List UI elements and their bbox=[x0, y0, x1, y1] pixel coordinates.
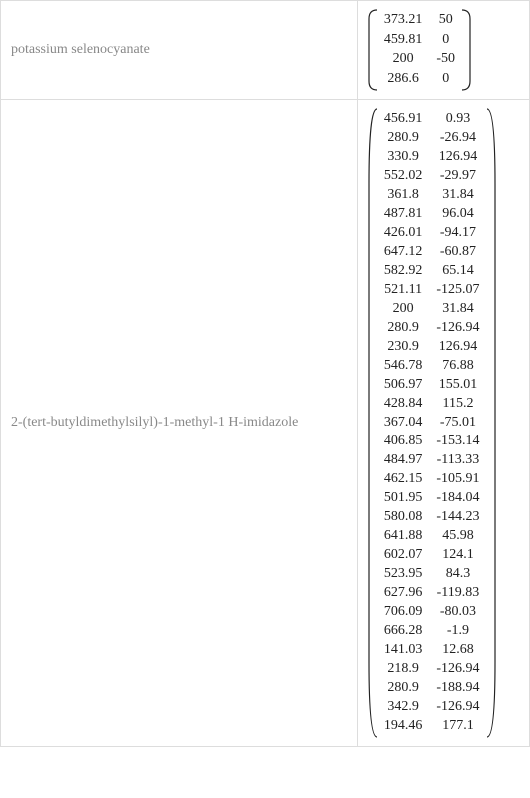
matrix-value: -105.91 bbox=[436, 470, 479, 489]
matrix-value: 126.94 bbox=[436, 148, 479, 167]
matrix-value: 115.2 bbox=[436, 395, 479, 414]
matrix-value: -125.07 bbox=[436, 281, 479, 300]
matrix-value: 84.3 bbox=[436, 565, 479, 584]
matrix-value: -126.94 bbox=[436, 660, 479, 679]
matrix-value: 506.97 bbox=[384, 376, 423, 395]
matrix-value: 426.01 bbox=[384, 224, 423, 243]
row-label: potassium selenocyanate bbox=[1, 1, 358, 100]
matrix-value: 373.21 bbox=[384, 11, 423, 31]
matrix-value: 45.98 bbox=[436, 527, 479, 546]
matrix-value: -184.04 bbox=[436, 489, 479, 508]
matrix-value: -1.9 bbox=[436, 622, 479, 641]
matrix-value: -29.97 bbox=[436, 167, 479, 186]
matrix: 373.21 50 459.81 0 200 -50 286.6 0 bbox=[368, 9, 519, 91]
matrix-value: -126.94 bbox=[436, 698, 479, 717]
matrix-value: 96.04 bbox=[436, 205, 479, 224]
matrix-value: 155.01 bbox=[436, 376, 479, 395]
matrix-value: 200 bbox=[384, 50, 423, 70]
matrix-value: 484.97 bbox=[384, 451, 423, 470]
matrix-value: -119.83 bbox=[436, 584, 479, 603]
matrix-value: 459.81 bbox=[384, 31, 423, 51]
matrix-value: -60.87 bbox=[436, 243, 479, 262]
matrix-value: 580.08 bbox=[384, 508, 423, 527]
matrix-value: -126.94 bbox=[436, 319, 479, 338]
matrix-value: 31.84 bbox=[436, 186, 479, 205]
matrix-value: -94.17 bbox=[436, 224, 479, 243]
matrix-value: 706.09 bbox=[384, 603, 423, 622]
matrix-value: 647.12 bbox=[384, 243, 423, 262]
table-row: potassium selenocyanate 373.21 50 459.81 0 20… bbox=[1, 1, 530, 100]
left-paren-icon bbox=[368, 9, 378, 91]
left-paren-icon bbox=[368, 108, 378, 738]
matrix-value: 0.93 bbox=[436, 110, 479, 129]
matrix-value: 141.03 bbox=[384, 641, 423, 660]
matrix-value: 627.96 bbox=[384, 584, 423, 603]
matrix-value: 124.1 bbox=[436, 546, 479, 565]
matrix-value: 582.92 bbox=[384, 262, 423, 281]
matrix-value: -188.94 bbox=[436, 679, 479, 698]
matrix-value: 602.07 bbox=[384, 546, 423, 565]
matrix-value: 177.1 bbox=[436, 717, 479, 736]
matrix: 456.91 0.93 280.9 -26.94 330.9 126.94 552.02 -2… bbox=[368, 108, 519, 738]
matrix-value: -80.03 bbox=[436, 603, 479, 622]
matrix-value: 521.11 bbox=[384, 281, 423, 300]
matrix-value: 546.78 bbox=[384, 357, 423, 376]
matrix-value: 50 bbox=[436, 11, 455, 31]
matrix-value: 462.15 bbox=[384, 470, 423, 489]
matrix-value: 0 bbox=[436, 70, 455, 90]
matrix-value: 31.84 bbox=[436, 300, 479, 319]
matrix-value: -153.14 bbox=[436, 432, 479, 451]
matrix-value: 367.04 bbox=[384, 414, 423, 433]
right-paren-icon bbox=[486, 108, 496, 738]
matrix-value: 501.95 bbox=[384, 489, 423, 508]
matrix-grid: 456.91 0.93 280.9 -26.94 330.9 126.94 552.02 -2… bbox=[378, 108, 486, 738]
matrix-value: 12.68 bbox=[436, 641, 479, 660]
data-table: potassium selenocyanate 373.21 50 459.81 0 20… bbox=[0, 0, 530, 747]
matrix-value: -50 bbox=[436, 50, 455, 70]
matrix-value: 552.02 bbox=[384, 167, 423, 186]
matrix-value: 126.94 bbox=[436, 338, 479, 357]
matrix-value: 330.9 bbox=[384, 148, 423, 167]
matrix-grid: 373.21 50 459.81 0 200 -50 286.6 0 bbox=[378, 9, 461, 91]
matrix-value: 523.95 bbox=[384, 565, 423, 584]
matrix-value: -144.23 bbox=[436, 508, 479, 527]
matrix-value: 280.9 bbox=[384, 679, 423, 698]
matrix-value: 406.85 bbox=[384, 432, 423, 451]
table-row: 2-(tert-butyldimethylsilyl)-1-methyl-1 H… bbox=[1, 100, 530, 747]
matrix-value: 666.28 bbox=[384, 622, 423, 641]
matrix-value: -26.94 bbox=[436, 129, 479, 148]
matrix-value: 280.9 bbox=[384, 319, 423, 338]
matrix-value: 641.88 bbox=[384, 527, 423, 546]
table-body: potassium selenocyanate 373.21 50 459.81 0 20… bbox=[1, 1, 530, 747]
matrix-value: 361.8 bbox=[384, 186, 423, 205]
matrix-value: 487.81 bbox=[384, 205, 423, 224]
matrix-value: -113.33 bbox=[436, 451, 479, 470]
matrix-cell: 456.91 0.93 280.9 -26.94 330.9 126.94 552.02 -2… bbox=[357, 100, 529, 747]
matrix-value: 428.84 bbox=[384, 395, 423, 414]
right-paren-icon bbox=[461, 9, 471, 91]
matrix-value: -75.01 bbox=[436, 414, 479, 433]
matrix-value: 280.9 bbox=[384, 129, 423, 148]
matrix-value: 0 bbox=[436, 31, 455, 51]
row-label: 2-(tert-butyldimethylsilyl)-1-methyl-1 H… bbox=[1, 100, 358, 747]
matrix-value: 456.91 bbox=[384, 110, 423, 129]
matrix-value: 286.6 bbox=[384, 70, 423, 90]
matrix-cell: 373.21 50 459.81 0 200 -50 286.6 0 bbox=[357, 1, 529, 100]
matrix-value: 230.9 bbox=[384, 338, 423, 357]
matrix-value: 194.46 bbox=[384, 717, 423, 736]
matrix-value: 218.9 bbox=[384, 660, 423, 679]
matrix-value: 76.88 bbox=[436, 357, 479, 376]
matrix-value: 342.9 bbox=[384, 698, 423, 717]
matrix-value: 65.14 bbox=[436, 262, 479, 281]
matrix-value: 200 bbox=[384, 300, 423, 319]
